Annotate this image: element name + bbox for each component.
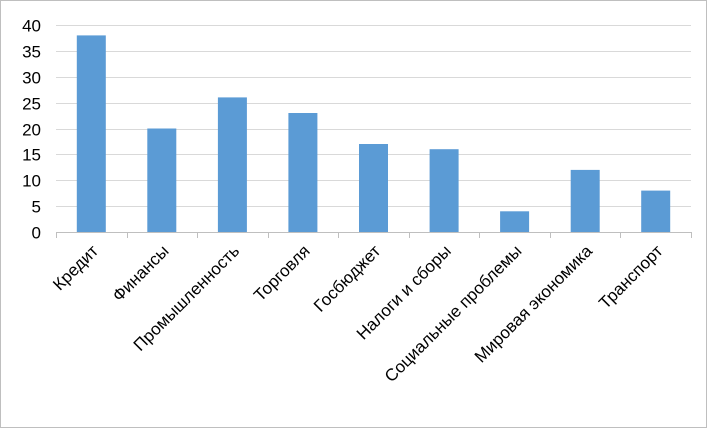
bar [500,211,530,232]
y-tick-labels: 0 5 10 15 20 25 30 35 40 [22,17,41,243]
y-tick-label: 40 [22,17,41,36]
x-tick-label: Торговля [250,241,314,305]
x-tick-label: Госбюджет [310,241,384,315]
x-tick-label: Мировая экономика [471,241,596,366]
bar [429,149,459,232]
x-tick-label: Социальные проблемы [381,241,526,386]
x-tick-label: Транспорт [595,241,666,312]
x-tick-label: Кредит [49,241,102,294]
bar [217,97,247,233]
y-tick-label: 20 [22,121,41,140]
bar [147,128,177,232]
y-tick-label: 10 [22,172,41,191]
bar [641,190,671,232]
y-tick-label: 5 [32,198,41,217]
y-tick-label: 25 [22,95,41,114]
y-tick-label: 35 [22,43,41,62]
bar [288,113,318,232]
axes [56,232,692,238]
y-tick-label: 0 [32,224,41,243]
bar [359,144,388,232]
y-tick-label: 30 [22,69,41,88]
bar [76,35,106,233]
bar [570,169,600,232]
y-tick-label: 15 [22,146,41,165]
x-tick-label: Финансы [109,241,173,305]
bars [76,35,671,233]
